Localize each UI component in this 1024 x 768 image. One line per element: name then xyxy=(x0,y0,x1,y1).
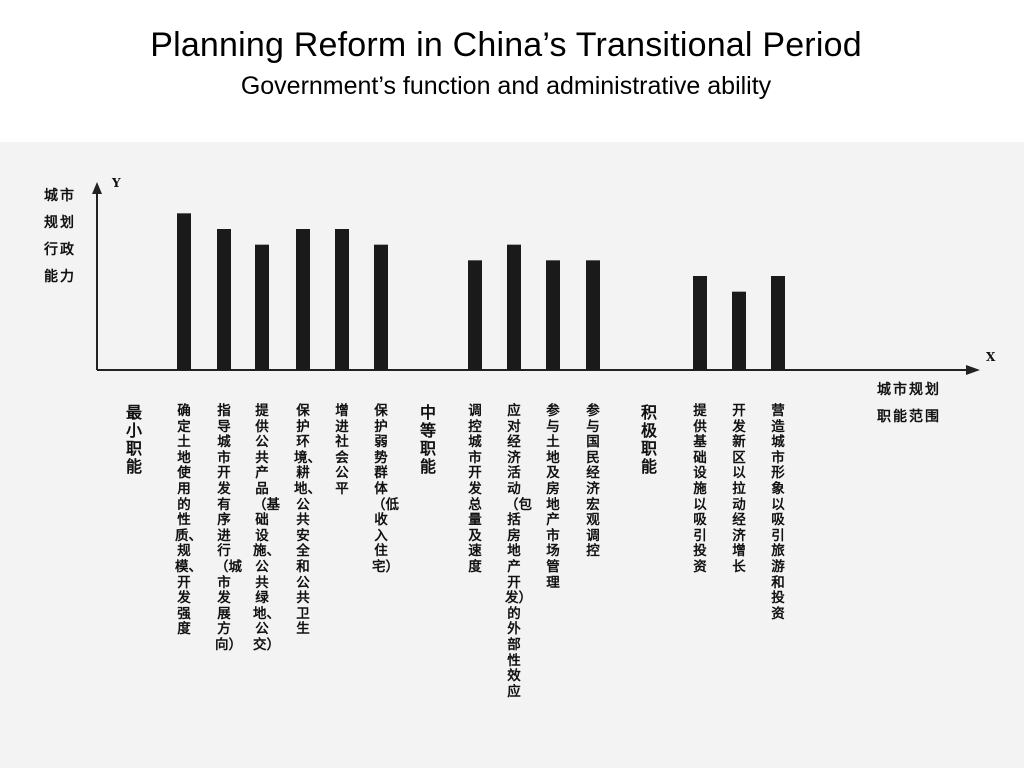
y-axis-label-line: 行政 xyxy=(44,242,76,258)
bar xyxy=(374,244,388,370)
group-label: 最小职能 xyxy=(125,403,142,476)
category-label: 保护环境、耕地、公共安全和公共卫生 xyxy=(294,403,321,638)
bar xyxy=(732,291,746,370)
category-label: 调控城市开发总量及速度 xyxy=(468,403,482,575)
category-label: 开发新区以拉动经济增长 xyxy=(732,403,746,575)
category-label: 增进社会公平 xyxy=(335,403,349,497)
bar xyxy=(546,260,560,370)
category-label: 确定土地使用的性质、规模、开发强度 xyxy=(175,403,202,638)
y-axis-letter: Y xyxy=(112,176,121,190)
bar xyxy=(693,276,707,370)
category-label: 指导城市开发有序进行（城市发展方向） xyxy=(215,403,242,653)
category-label: 营造城市形象以吸引旅游和投资 xyxy=(771,403,785,622)
category-label: 提供基础设施以吸引投资 xyxy=(693,403,707,575)
x-axis-arrow xyxy=(966,365,980,375)
bar xyxy=(335,229,349,370)
x-axis-label-line: 城市规划 xyxy=(877,382,941,398)
y-axis-label-line: 城市 xyxy=(44,188,76,204)
bar-chart xyxy=(92,182,980,375)
y-axis-label-line: 规划 xyxy=(44,215,76,231)
bar xyxy=(296,229,310,370)
category-label: 应对经济活动（包括房地产开发）的外部性效应 xyxy=(505,403,532,700)
bar xyxy=(468,260,482,370)
slide-subtitle: Government’s function and administrative… xyxy=(240,72,772,100)
slide-title: Planning Reform in China’s Transitional … xyxy=(150,26,862,64)
category-label: 保护弱势群体（低收入住宅） xyxy=(372,403,399,575)
y-axis-label-line: 能力 xyxy=(44,269,76,285)
category-label: 参与土地及房地产市场管理 xyxy=(546,403,560,591)
bar xyxy=(771,276,785,370)
category-label: 提供公共产品（基础设施、公共绿地、公交） xyxy=(253,403,280,653)
bar xyxy=(586,260,600,370)
bar xyxy=(177,213,191,370)
y-axis-arrow xyxy=(92,182,102,194)
bar xyxy=(507,244,521,370)
x-axis-label-line: 职能范围 xyxy=(877,409,941,425)
bar xyxy=(255,244,269,370)
group-label: 积极职能 xyxy=(640,403,657,476)
bar xyxy=(217,229,231,370)
group-label: 中等职能 xyxy=(419,403,436,476)
category-label: 参与国民经济宏观调控 xyxy=(586,403,600,560)
chart-figure: Y X 城市 规划 行政 能力 城市规划 职能范围 最小职能 确定土地使用的性质、… xyxy=(0,142,1024,768)
x-axis-letter: X xyxy=(986,350,996,364)
